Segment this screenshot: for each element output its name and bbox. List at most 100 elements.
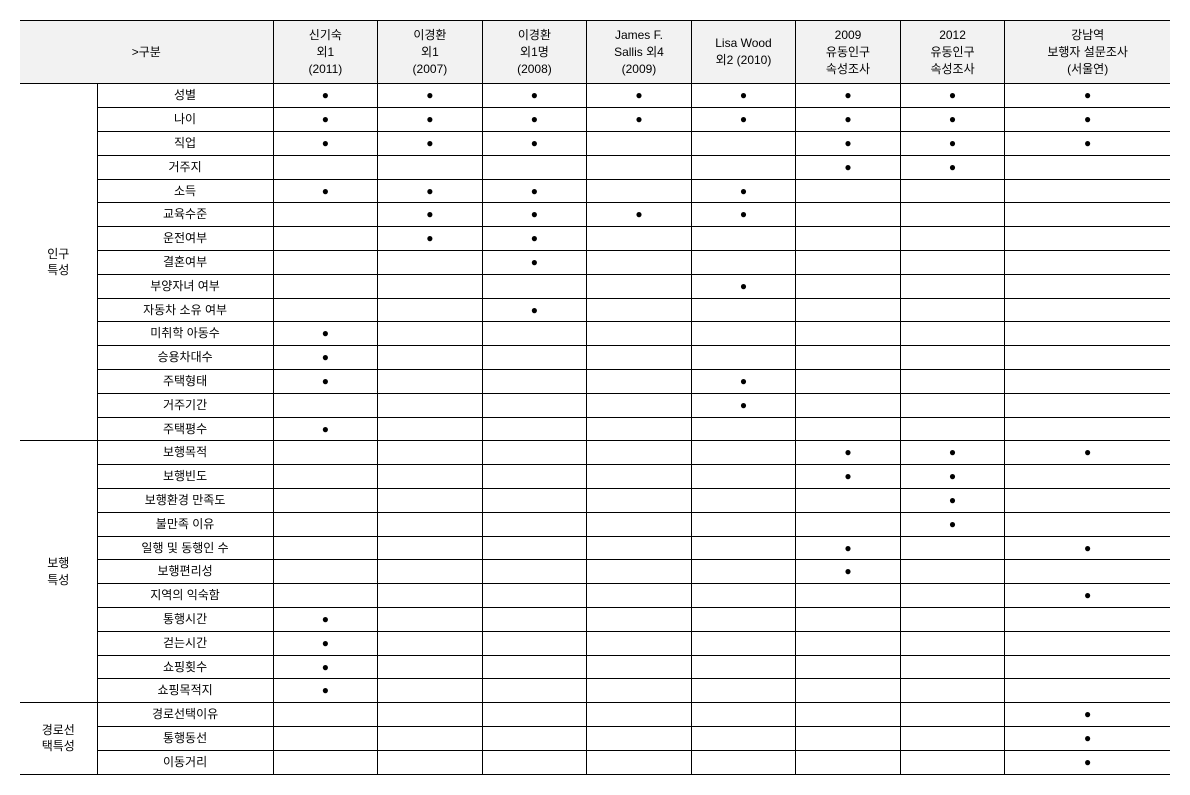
mark-cell xyxy=(587,322,692,346)
header-gubun: >구분 xyxy=(20,21,273,84)
dot-icon: ● xyxy=(949,445,956,459)
mark-cell: ● xyxy=(1005,131,1170,155)
header-source-1: 이경환외1(2007) xyxy=(378,21,483,84)
mark-cell: ● xyxy=(273,84,378,108)
dot-icon: ● xyxy=(1084,445,1091,459)
table-row: 통행동선● xyxy=(20,726,1170,750)
dot-icon: ● xyxy=(1084,541,1091,555)
header-source-0: 신기숙외1(2011) xyxy=(273,21,378,84)
mark-cell xyxy=(1005,298,1170,322)
mark-cell xyxy=(691,631,796,655)
mark-cell xyxy=(482,346,587,370)
dot-icon: ● xyxy=(531,207,538,221)
dot-icon: ● xyxy=(740,207,747,221)
mark-cell xyxy=(691,346,796,370)
mark-cell xyxy=(273,703,378,727)
mark-cell xyxy=(587,536,692,560)
dot-icon: ● xyxy=(426,231,433,245)
mark-cell: ● xyxy=(691,84,796,108)
dot-icon: ● xyxy=(1084,707,1091,721)
header-source-4: Lisa Wood외2 (2010) xyxy=(691,21,796,84)
dot-icon: ● xyxy=(949,469,956,483)
mark-cell xyxy=(587,274,692,298)
dot-icon: ● xyxy=(844,88,851,102)
mark-cell xyxy=(691,750,796,774)
dot-icon: ● xyxy=(949,493,956,507)
mark-cell: ● xyxy=(796,441,901,465)
row-item-name: 보행환경 만족도 xyxy=(97,488,273,512)
mark-cell xyxy=(796,726,901,750)
table-row: 보행빈도●● xyxy=(20,465,1170,489)
mark-cell xyxy=(482,155,587,179)
mark-cell xyxy=(1005,322,1170,346)
mark-cell xyxy=(1005,274,1170,298)
table-row: 소득●●●● xyxy=(20,179,1170,203)
mark-cell: ● xyxy=(900,131,1005,155)
dot-icon: ● xyxy=(844,541,851,555)
mark-cell xyxy=(587,441,692,465)
mark-cell xyxy=(587,631,692,655)
mark-cell xyxy=(900,369,1005,393)
mark-cell xyxy=(900,250,1005,274)
mark-cell: ● xyxy=(1005,584,1170,608)
mark-cell xyxy=(900,703,1005,727)
mark-cell: ● xyxy=(273,179,378,203)
mark-cell xyxy=(900,560,1005,584)
mark-cell: ● xyxy=(378,227,483,251)
mark-cell xyxy=(796,369,901,393)
mark-cell xyxy=(900,655,1005,679)
mark-cell xyxy=(482,274,587,298)
mark-cell xyxy=(482,584,587,608)
mark-cell: ● xyxy=(273,607,378,631)
header-source-5: 2009유동인구속성조사 xyxy=(796,21,901,84)
mark-cell: ● xyxy=(691,369,796,393)
dot-icon: ● xyxy=(322,683,329,697)
table-row: 일행 및 동행인 수●● xyxy=(20,536,1170,560)
dot-icon: ● xyxy=(635,112,642,126)
mark-cell xyxy=(796,322,901,346)
mark-cell: ● xyxy=(273,679,378,703)
row-item-name: 소득 xyxy=(97,179,273,203)
row-item-name: 성별 xyxy=(97,84,273,108)
row-item-name: 승용차대수 xyxy=(97,346,273,370)
row-item-name: 부양자녀 여부 xyxy=(97,274,273,298)
mark-cell xyxy=(482,369,587,393)
table-container: >구분 신기숙외1(2011) 이경환외1(2007) 이경환외1명(2008)… xyxy=(20,20,1170,775)
mark-cell xyxy=(900,536,1005,560)
row-item-name: 쇼핑횟수 xyxy=(97,655,273,679)
mark-cell: ● xyxy=(796,84,901,108)
mark-cell xyxy=(900,750,1005,774)
header-source-7: 강남역보행자 설문조사(서울연) xyxy=(1005,21,1170,84)
dot-icon: ● xyxy=(1084,588,1091,602)
mark-cell: ● xyxy=(273,369,378,393)
mark-cell xyxy=(691,607,796,631)
mark-cell xyxy=(482,679,587,703)
mark-cell xyxy=(273,512,378,536)
table-row: 나이●●●●●●●● xyxy=(20,108,1170,132)
mark-cell xyxy=(1005,393,1170,417)
mark-cell: ● xyxy=(378,84,483,108)
dot-icon: ● xyxy=(322,612,329,626)
mark-cell xyxy=(1005,631,1170,655)
dot-icon: ● xyxy=(740,88,747,102)
mark-cell xyxy=(900,322,1005,346)
mark-cell xyxy=(1005,465,1170,489)
mark-cell: ● xyxy=(482,227,587,251)
mark-cell xyxy=(796,274,901,298)
mark-cell xyxy=(378,465,483,489)
mark-cell xyxy=(273,441,378,465)
mark-cell xyxy=(691,584,796,608)
mark-cell: ● xyxy=(378,131,483,155)
mark-cell xyxy=(273,584,378,608)
mark-cell: ● xyxy=(587,84,692,108)
row-item-name: 통행시간 xyxy=(97,607,273,631)
header-source-3: James F.Sallis 외4(2009) xyxy=(587,21,692,84)
mark-cell: ● xyxy=(691,108,796,132)
mark-cell xyxy=(1005,203,1170,227)
row-item-name: 쇼핑목적지 xyxy=(97,679,273,703)
mark-cell xyxy=(796,250,901,274)
mark-cell: ● xyxy=(691,274,796,298)
dot-icon: ● xyxy=(531,112,538,126)
dot-icon: ● xyxy=(740,112,747,126)
mark-cell xyxy=(1005,346,1170,370)
